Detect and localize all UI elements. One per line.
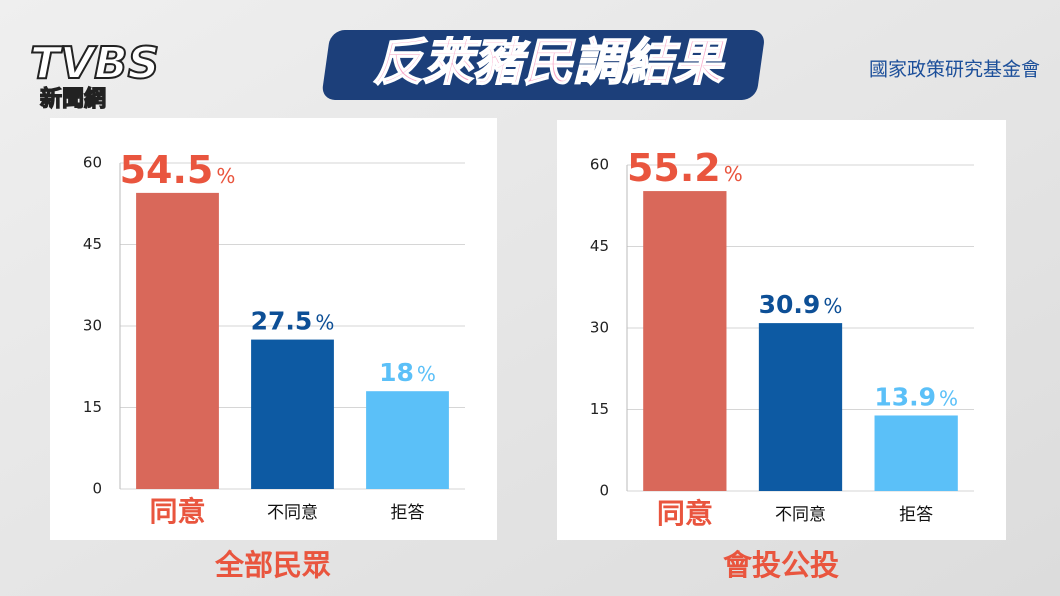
value-number: 27.5	[251, 307, 313, 336]
value-unit: %	[823, 294, 842, 318]
value-unit: %	[417, 362, 436, 386]
y-tick-label: 0	[92, 480, 102, 498]
y-tick-label: 45	[83, 235, 102, 253]
logo: TVBS 新聞網	[29, 37, 160, 113]
value-unit: %	[724, 162, 743, 186]
bar	[874, 415, 958, 491]
x-tick-label: 拒答	[899, 505, 933, 525]
chart-caption: 全部民眾	[214, 548, 331, 582]
value-unit: %	[939, 386, 958, 410]
value-label: 13.9%	[874, 382, 958, 411]
logo-text: 新聞網	[40, 86, 106, 112]
y-tick-label: 45	[590, 237, 609, 255]
y-tick-label: 60	[83, 154, 102, 172]
y-tick-label: 15	[83, 398, 102, 416]
page-title: 反萊豬民調結果	[373, 34, 727, 92]
value-unit: %	[216, 164, 235, 188]
x-tick-label: 同意	[149, 495, 205, 528]
title-banner	[322, 30, 764, 100]
source: 國家政策研究基金會	[869, 59, 1040, 81]
bar	[758, 323, 843, 491]
value-label: 55.2%	[627, 146, 743, 190]
value-number: 30.9	[759, 290, 821, 319]
value-number: 55.2	[627, 146, 721, 190]
bar	[643, 191, 727, 491]
y-tick-label: 0	[599, 482, 609, 500]
x-tick-label: 拒答	[391, 503, 425, 523]
bar	[251, 339, 334, 489]
value-label: 18%	[379, 358, 436, 387]
value-label: 54.5%	[120, 148, 236, 192]
y-tick-label: 15	[590, 400, 609, 418]
value-unit: %	[315, 311, 334, 335]
value-label: 27.5%	[251, 307, 335, 336]
y-tick-label: 30	[83, 317, 102, 335]
y-tick-label: 30	[590, 319, 609, 337]
logo-mark: TVBS	[30, 38, 159, 89]
value-number: 18	[379, 358, 414, 387]
bar	[366, 391, 449, 489]
value-number: 54.5	[120, 148, 214, 192]
y-tick-label: 60	[590, 156, 609, 174]
x-tick-label: 不同意	[267, 503, 318, 523]
bar	[136, 192, 219, 489]
chart-caption: 會投公投	[723, 548, 839, 582]
value-number: 13.9	[874, 382, 936, 411]
value-label: 30.9%	[759, 290, 843, 319]
x-tick-label: 不同意	[775, 505, 826, 525]
x-tick-label: 同意	[657, 497, 713, 530]
